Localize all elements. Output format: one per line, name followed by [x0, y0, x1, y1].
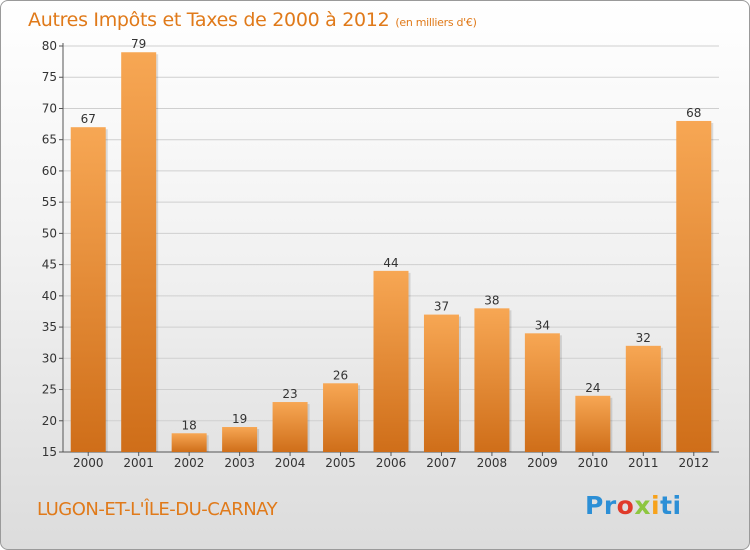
x-tick-label: 2003	[224, 456, 255, 470]
x-tick-label: 2001	[123, 456, 154, 470]
data-label: 19	[232, 412, 247, 426]
data-label: 26	[333, 368, 348, 382]
bar	[423, 314, 459, 452]
y-tick-label: 70	[42, 101, 57, 115]
data-label: 68	[686, 106, 701, 120]
data-label: 34	[535, 318, 550, 332]
data-labels: 67 79 18 19 23 26 44 37 38 34 24 32 68	[81, 37, 702, 432]
grid-lines	[63, 45, 719, 422]
y-tick-label: 15	[42, 445, 57, 459]
data-label: 18	[182, 418, 197, 432]
proxiti-logo: Proxiti	[585, 491, 682, 520]
chart-title: Autres Impôts et Taxes de 2000 à 2012 (en…	[28, 9, 477, 31]
y-tick-label: 45	[42, 258, 57, 272]
bar	[121, 52, 157, 452]
x-tick-label: 2005	[325, 456, 356, 470]
data-label: 37	[434, 300, 449, 314]
bar	[171, 433, 207, 452]
bars	[70, 52, 714, 452]
bar	[575, 395, 611, 452]
y-tick-label: 20	[42, 414, 57, 428]
y-tick-label: 25	[42, 383, 57, 397]
x-tick-label: 2006	[376, 456, 407, 470]
y-tick-label: 50	[42, 226, 57, 240]
data-label: 32	[636, 331, 651, 345]
axes: 15 20 25 30 35 40 45 50 55 60 65 70 75 80 2000 2001 2002…	[42, 39, 719, 470]
y-tick-label: 65	[42, 133, 57, 147]
bar	[676, 120, 712, 452]
logo-part: x	[634, 491, 651, 520]
logo-part: i	[650, 491, 661, 520]
data-label: 44	[383, 256, 398, 270]
x-tick-label: 2007	[426, 456, 457, 470]
data-label: 79	[131, 37, 146, 51]
x-tick-label: 2000	[73, 456, 104, 470]
bar	[323, 383, 359, 452]
x-tick-label: 2011	[628, 456, 659, 470]
logo-part: ti	[660, 491, 682, 520]
y-tick-label: 75	[42, 70, 57, 84]
x-tick-label: 2012	[678, 456, 709, 470]
y-tick-label: 60	[42, 164, 57, 178]
bar	[625, 345, 661, 452]
y-tick-label: 55	[42, 195, 57, 209]
y-tick-label: 40	[42, 289, 57, 303]
logo-part: o	[616, 491, 635, 520]
chart-unit: (en milliers d'€)	[395, 16, 477, 29]
bar	[272, 402, 308, 452]
bar	[70, 127, 106, 452]
y-tick-label: 30	[42, 351, 57, 365]
data-label: 67	[81, 112, 96, 126]
x-tick-label: 2004	[275, 456, 306, 470]
x-tick-label: 2008	[477, 456, 508, 470]
x-tick-label: 2009	[527, 456, 558, 470]
data-label: 38	[484, 293, 499, 307]
x-tick-label: 2010	[578, 456, 609, 470]
chart-title-text: Autres Impôts et Taxes de 2000 à 2012	[28, 9, 390, 31]
bar	[222, 427, 258, 452]
data-label: 23	[282, 387, 297, 401]
bar	[373, 270, 409, 452]
bar	[524, 333, 560, 452]
x-tick-label: 2002	[174, 456, 205, 470]
y-tick-label: 80	[42, 39, 57, 53]
y-tick-label: 35	[42, 320, 57, 334]
data-label: 24	[585, 381, 600, 395]
bar	[474, 308, 510, 452]
commune-name: LUGON-ET-L'ÎLE-DU-CARNAY	[37, 499, 278, 520]
logo-part: Pr	[585, 491, 617, 520]
